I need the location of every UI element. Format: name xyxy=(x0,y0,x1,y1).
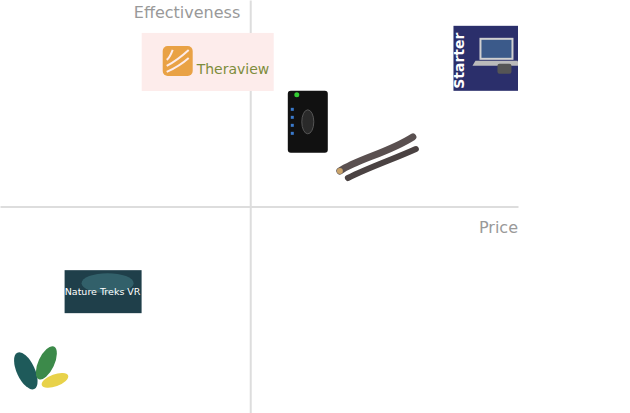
headset-tip xyxy=(337,168,343,174)
point xyxy=(1,331,74,406)
point xyxy=(288,91,328,153)
device xyxy=(497,64,511,74)
device-light xyxy=(291,116,294,119)
axis-line xyxy=(1,206,519,208)
laptop-screen xyxy=(479,38,513,60)
logo-labels: Theraview Starter Nature Treks VR xyxy=(65,33,468,298)
laptop-display xyxy=(481,40,511,58)
point xyxy=(65,270,142,313)
logo-bg xyxy=(1,331,74,406)
logo-label: Theraview xyxy=(196,61,270,77)
headset-band xyxy=(348,149,416,178)
logo-label: Starter xyxy=(451,33,467,89)
leaf xyxy=(31,343,61,382)
device-led xyxy=(294,92,299,97)
device-light xyxy=(291,124,294,127)
logo-icon xyxy=(163,46,193,76)
device-light xyxy=(291,108,294,111)
y-axis-title: Effectiveness xyxy=(134,3,240,22)
logo-icon-lines xyxy=(167,50,189,72)
x-axis xyxy=(1,207,519,208)
device-button xyxy=(302,110,314,134)
marks xyxy=(1,26,518,406)
x-axis-title: Price xyxy=(479,218,518,237)
device-light xyxy=(291,132,294,135)
logo-bg xyxy=(142,33,274,91)
point xyxy=(142,33,274,91)
logo-label: Nature Treks VR xyxy=(65,286,141,297)
device-body xyxy=(288,91,328,153)
logo-bg xyxy=(65,270,142,313)
point xyxy=(337,137,416,178)
chart: Effectiveness Price Theraview Starter Nature… xyxy=(0,0,630,413)
